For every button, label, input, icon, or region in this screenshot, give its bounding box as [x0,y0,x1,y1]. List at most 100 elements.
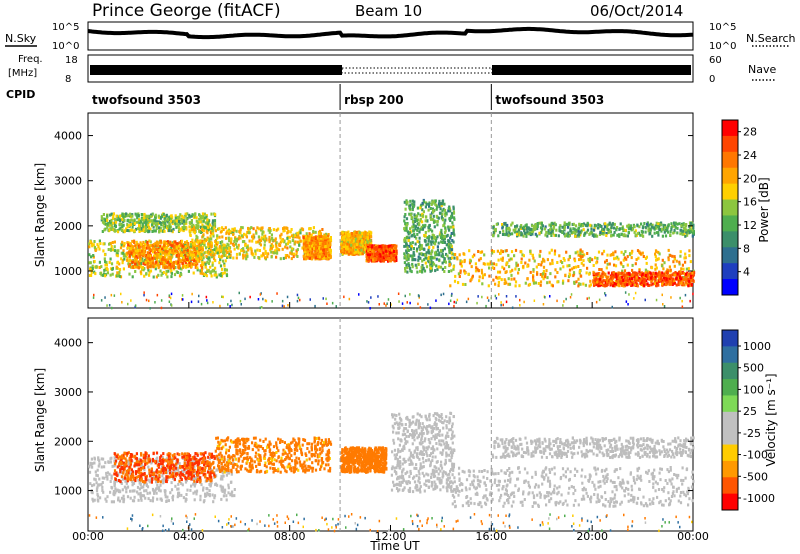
heatmap-cell [528,282,532,286]
heatmap-cell [141,224,144,228]
heatmap-cell [436,248,440,252]
heatmap-cell [539,273,542,276]
heatmap-cell [443,240,447,244]
heatmap-cell [662,276,666,280]
heatmap-cell [598,268,601,271]
heatmap-cell [248,239,251,243]
heatmap-cell [170,246,173,250]
heatmap-cell [692,278,695,282]
heatmap-cell [296,255,299,258]
heatmap-cell [134,265,137,269]
heatmap-cell [103,219,106,223]
heatmap-cell [405,228,408,232]
heatmap-cell [200,266,203,269]
heatmap-cell [406,270,409,274]
heatmap-cell [218,245,221,249]
heatmap-cell [269,229,272,232]
heatmap-cell [170,219,173,223]
heatmap-cell [203,237,206,241]
heatmap-cell [140,229,143,233]
heatmap-cell [445,211,448,215]
heatmap-cell [161,251,164,255]
heatmap-cell [610,282,613,286]
heatmap-cell [168,215,171,219]
heatmap-cell [144,243,147,247]
heatmap-cell [425,202,428,206]
heatmap-cell [177,218,180,222]
heatmap-cell [255,240,258,244]
heatmap-cell [668,275,671,278]
heatmap-cell [131,214,134,218]
heatmap-cell [103,257,106,261]
heatmap-cell [217,227,220,231]
heatmap-cell [180,259,183,263]
heatmap-cell [135,240,138,244]
heatmap-cell [155,227,158,230]
heatmap-cell [159,244,162,248]
heatmap-cell [289,230,292,234]
heatmap-cell [98,260,101,264]
heatmap-cell [173,273,177,277]
heatmap-cell [484,262,487,266]
heatmap-cell [321,228,324,231]
heatmap-cell [198,217,201,221]
heatmap-cell [198,259,201,263]
heatmap-cell [134,255,137,259]
heatmap-cell [198,249,201,253]
heatmap-cell [140,226,143,230]
heatmap-cell [283,239,286,243]
heatmap-cell [325,251,328,255]
heatmap-cell [179,251,182,254]
heatmap-cell [424,223,427,227]
heatmap-cell [160,215,163,219]
heatmap-cell [324,242,327,246]
heatmap-cell [105,261,108,264]
heatmap-cell [127,264,131,268]
heatmap-cell [163,214,166,218]
heatmap-cell [201,246,204,250]
heatmap-cell [155,224,158,228]
heatmap-cell [104,222,107,226]
heatmap-cell [291,239,294,242]
heatmap-cell [449,236,452,240]
heatmap-cell [268,240,271,244]
heatmap-cell [314,246,318,250]
heatmap-cell [415,266,418,270]
heatmap-cell [155,260,158,264]
heatmap-cell [195,226,198,230]
heatmap-cell [261,232,264,236]
heatmap-cell [673,264,676,268]
heatmap-cell [429,214,432,218]
heatmap-cell [417,258,420,262]
heatmap-cell [657,283,660,287]
freq-tick-bottom: 8 [65,74,71,85]
heatmap-cell [113,245,116,249]
heatmap-cell [116,271,119,275]
heatmap-cell [253,255,256,259]
heatmap-cell [104,260,107,264]
heatmap-cell [651,277,654,281]
heatmap-cell [540,260,543,264]
heatmap-cell [410,245,413,249]
heatmap-cell [147,253,150,257]
heatmap-cell [128,259,131,263]
heatmap-cell [139,256,142,260]
heatmap-cell [358,248,362,252]
heatmap-cell [626,275,629,279]
heatmap-cell [680,281,683,285]
heatmap-cell [154,267,157,271]
heatmap-cell [322,239,325,243]
heatmap-cell [129,223,133,227]
heatmap-cell [170,249,173,253]
heatmap-cell [440,202,443,206]
heatmap-cell [109,213,112,217]
heatmap-cell [168,266,171,270]
heatmap-cell [443,212,446,216]
heatmap-cell [551,261,554,265]
heatmap-cell [275,247,278,250]
heatmap-cell [160,262,163,265]
heatmap-cell [174,216,177,220]
heatmap-cell [550,248,553,252]
heatmap-cell [407,244,410,248]
heatmap-cell [162,271,165,274]
